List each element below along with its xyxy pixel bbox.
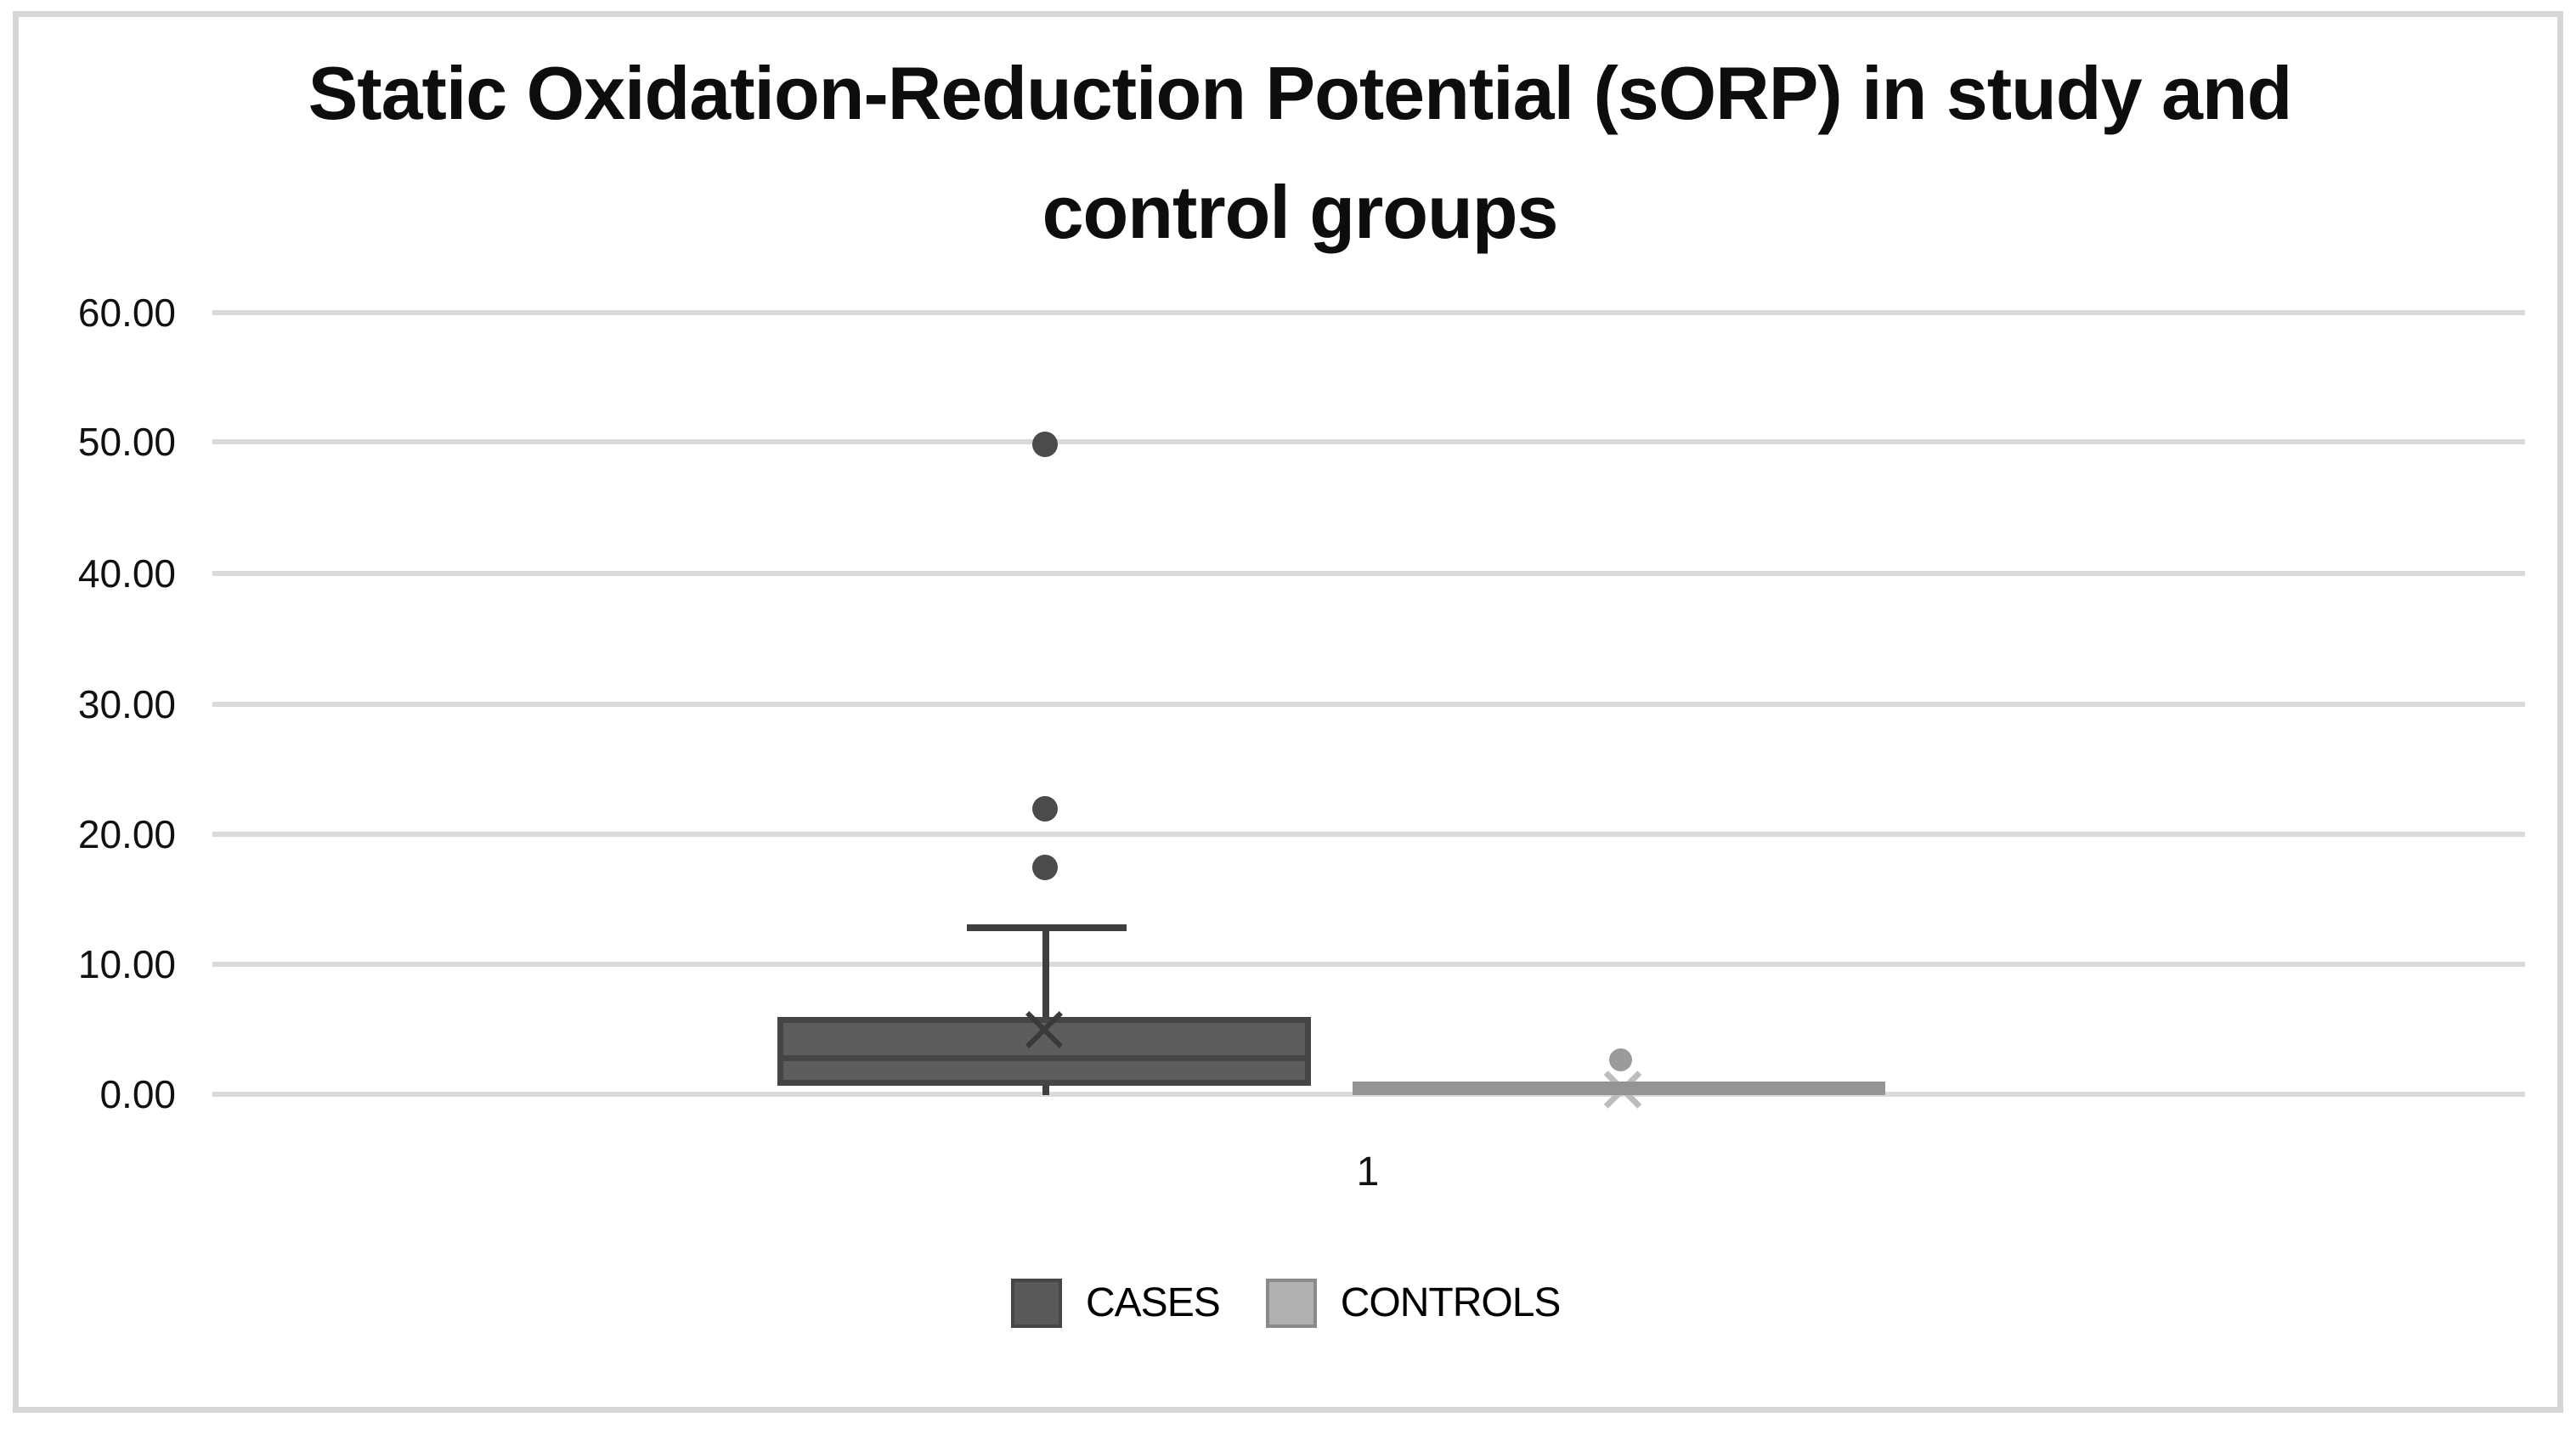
gridline-50 xyxy=(212,439,2525,444)
y-tick-10: 10.00 xyxy=(77,942,176,986)
cases-mean-x-marker xyxy=(1022,1008,1066,1052)
cases-outlier-dot-17.5 xyxy=(1032,855,1058,880)
cases-median-line xyxy=(783,1055,1305,1061)
cases-outlier-dot-49.7 xyxy=(1032,432,1058,457)
gridline-10 xyxy=(212,962,2525,967)
figure-border xyxy=(13,11,2563,1413)
legend: CASES CONTROLS xyxy=(1011,1279,1562,1328)
cases-lower-whisker-line xyxy=(1042,1086,1049,1095)
x-tick-category-1: 1 xyxy=(1356,1149,1380,1195)
cases-outlier-dot-22 xyxy=(1032,796,1058,822)
chart-title: Static Oxidation-Reduction Potential (sO… xyxy=(0,34,2576,272)
controls-box xyxy=(1353,1082,1885,1095)
gridline-60 xyxy=(212,310,2525,315)
y-tick-30: 30.00 xyxy=(77,682,176,726)
gridline-20 xyxy=(212,832,2525,837)
y-tick-60: 60.00 xyxy=(77,291,176,335)
y-tick-40: 40.00 xyxy=(77,551,176,596)
cases-legend-label: CASES xyxy=(1086,1280,1221,1325)
controls-outlier-dot-2.6 xyxy=(1609,1048,1632,1071)
cases-legend-swatch-icon xyxy=(1011,1279,1062,1328)
y-tick-50: 50.00 xyxy=(77,420,176,464)
chart-title-line-1: Static Oxidation-Reduction Potential (sO… xyxy=(308,51,2293,135)
controls-legend-label: CONTROLS xyxy=(1340,1280,1562,1325)
chart-title-line-2: control groups xyxy=(1042,170,1559,254)
y-tick-0: 0.00 xyxy=(99,1072,176,1116)
y-tick-20: 20.00 xyxy=(77,812,176,856)
gridline-30 xyxy=(212,702,2525,707)
controls-legend-swatch-icon xyxy=(1265,1279,1317,1328)
legend-item-cases: CASES xyxy=(1011,1279,1221,1328)
cases-upper-whisker-line xyxy=(1042,924,1049,1017)
gridline-40 xyxy=(212,571,2525,576)
legend-item-controls: CONTROLS xyxy=(1265,1279,1562,1328)
